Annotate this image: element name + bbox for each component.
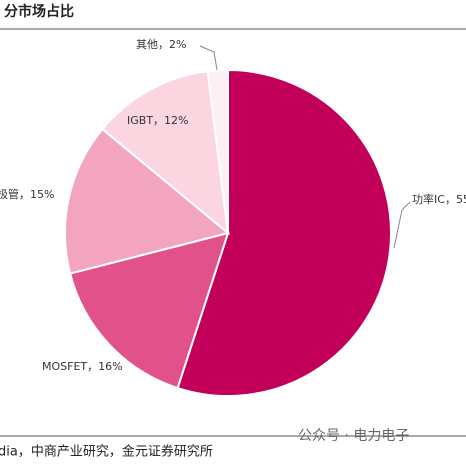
label-separator: ， [153,114,164,127]
pie-slice [176,68,392,397]
category-label: IGBT [127,114,153,127]
slice-label: MOSFET，16% [42,360,123,373]
pie-slice [64,127,231,275]
pie-slice [100,70,230,236]
category-label: 二极管 [0,187,19,201]
category-label: 功率IC [412,192,445,206]
slice-label: IGBT，12% [127,114,189,127]
slice-label: 功率IC，55% [412,192,466,206]
label-separator: ， [19,188,30,201]
label-separator: ， [158,38,169,51]
label-separator: ， [445,193,456,206]
source: dia，中商产业研究，金元证券研究所 [0,444,213,460]
value-label: 2% [169,38,186,51]
category-label: 其他 [136,38,158,51]
leader-line [199,45,218,71]
value-label: 12% [164,114,188,127]
leader-line [393,201,411,249]
slice-label: 其他，2% [136,38,186,51]
chart-title: 分市场占比 [4,3,74,20]
label-separator: ， [87,360,98,373]
value-label: 55% [456,193,466,206]
value-label: 16% [98,360,122,373]
value-label: 15% [30,188,54,201]
watermark: 公众号 · 电力电子 [298,428,409,444]
pie-slice [206,68,229,234]
pie-slice [68,231,230,390]
category-label: MOSFET [42,360,87,373]
slice-label: 二极管，15% [0,187,54,201]
